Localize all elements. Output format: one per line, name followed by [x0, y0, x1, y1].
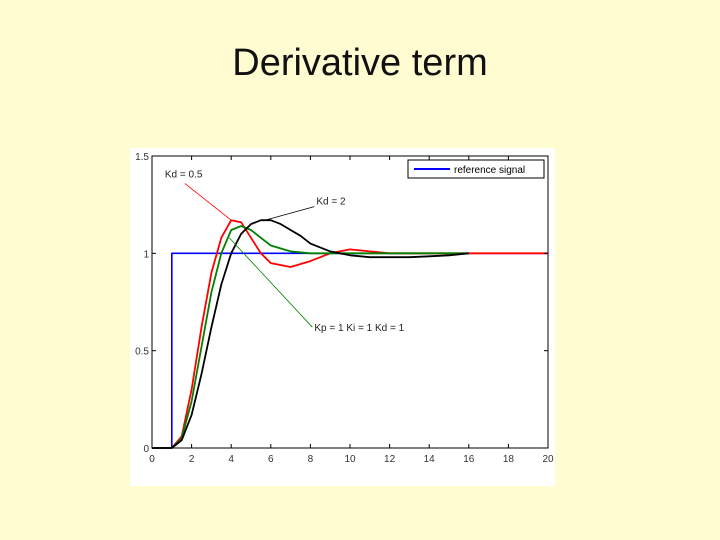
plot-area — [151, 155, 549, 449]
chart-figure: Kd = 0.5 Kd = 2 Kp = 1 Ki = 1 Kd = 1 0 2 4 6 8… — [130, 148, 555, 486]
x-tick-label: 10 — [344, 454, 356, 465]
annotation-label: Kd = 0.5 — [165, 169, 203, 180]
x-tick-label: 12 — [384, 454, 396, 465]
series-line-3 — [152, 219, 469, 449]
pid-response-chart: Kd = 0.5 Kd = 2 Kp = 1 Ki = 1 Kd = 1 0 2 4 6 8… — [135, 152, 554, 465]
y-axis: 0 0.5 1 1.5 — [135, 152, 548, 455]
x-tick-label: 6 — [268, 454, 274, 465]
annotation-layer: Kd = 0.5 Kd = 2 Kp = 1 Ki = 1 Kd = 1 — [165, 169, 405, 334]
x-tick-label: 0 — [149, 454, 155, 465]
y-tick-label: 0 — [143, 444, 149, 455]
annotation-leader — [228, 237, 313, 328]
slide-title: Derivative term — [232, 42, 488, 84]
x-tick-label: 16 — [463, 454, 475, 465]
x-tick-label: 8 — [308, 454, 314, 465]
x-axis: 0 2 4 6 8 10 12 14 16 18 20 — [149, 156, 554, 465]
x-tick-label: 18 — [503, 454, 515, 465]
annotation-label: Kd = 2 — [316, 197, 346, 208]
x-tick-label: 4 — [228, 454, 234, 465]
annotation-leader — [184, 183, 232, 221]
y-tick-label: 1.5 — [135, 152, 149, 163]
x-tick-label: 20 — [542, 454, 554, 465]
x-tick-label: 14 — [424, 454, 436, 465]
x-tick-label: 2 — [189, 454, 195, 465]
y-tick-label: 1 — [143, 249, 149, 260]
annotation-leader — [264, 206, 315, 221]
y-tick-label: 0.5 — [135, 347, 149, 358]
series-layer — [152, 219, 548, 449]
legend-box — [407, 159, 545, 179]
series-line-2 — [152, 225, 469, 449]
legend-entry: reference signal — [454, 165, 525, 176]
legend: reference signal — [407, 159, 545, 179]
annotation-label: Kp = 1 Ki = 1 Kd = 1 — [314, 323, 404, 334]
